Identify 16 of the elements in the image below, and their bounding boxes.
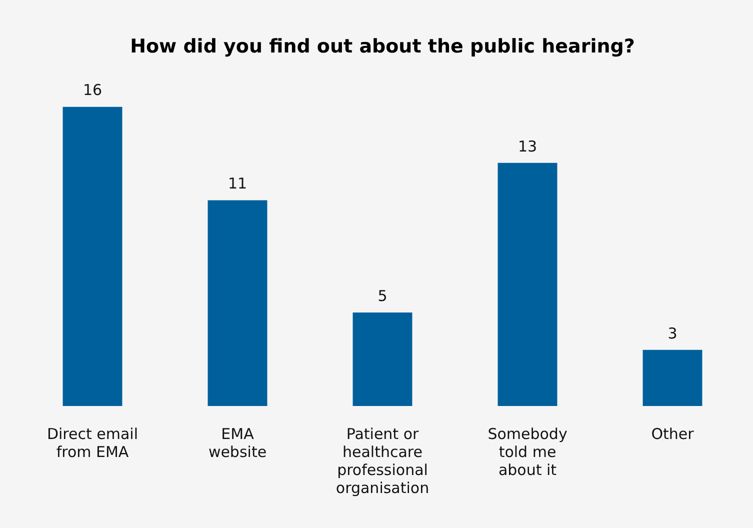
bar <box>642 350 702 406</box>
bar <box>352 312 412 406</box>
x-tick-label: EMA website <box>208 424 267 461</box>
x-tick-label: Patient or healthcare professional organisation <box>336 424 430 497</box>
x-tick-label: Somebody told me about it <box>488 424 568 479</box>
chart-title: How did you find out about the public hearing? <box>130 35 635 58</box>
data-label: 11 <box>228 174 248 193</box>
x-tick-label: Other <box>651 424 695 443</box>
data-label: 5 <box>378 286 388 305</box>
data-label: 16 <box>82 81 102 100</box>
data-label: 3 <box>668 324 678 342</box>
data-label: 13 <box>518 137 538 156</box>
bar <box>62 106 122 406</box>
bar <box>498 162 558 406</box>
x-tick-label: Direct email from EMA <box>46 424 138 461</box>
bar <box>208 200 268 406</box>
